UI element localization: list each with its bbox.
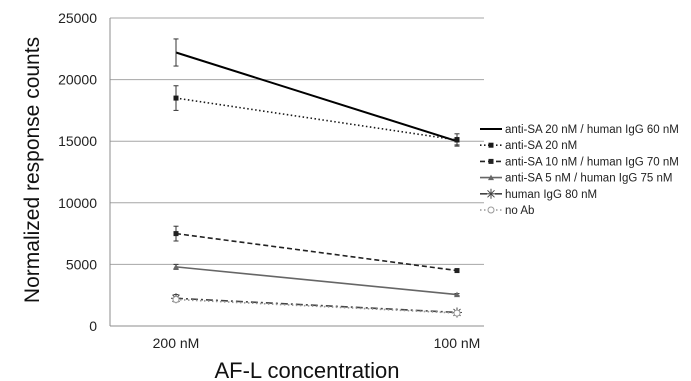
data-point xyxy=(172,296,180,304)
data-point xyxy=(453,309,461,317)
data-point xyxy=(454,291,460,298)
y-tick-labels: 0 5000 10000 15000 20000 25000 xyxy=(58,10,97,334)
legend: anti-SA 20 nM / human IgG 60 nM anti-SA 2… xyxy=(480,124,679,217)
series-line xyxy=(175,232,458,272)
y-axis-title: Normalized response counts xyxy=(21,37,44,303)
legend-entry: human IgG 80 nM xyxy=(480,188,597,201)
series-line xyxy=(175,266,458,296)
data-point xyxy=(173,95,179,101)
series-line xyxy=(175,97,458,141)
series-0 xyxy=(173,38,460,146)
legend-label: no Ab xyxy=(505,205,534,217)
x-tick-labels: 200 nM 100 nM xyxy=(153,335,481,351)
x-tick-label: 100 nM xyxy=(434,335,481,351)
axis-layer xyxy=(109,18,484,327)
data-point xyxy=(454,268,460,274)
series-line xyxy=(175,298,458,314)
legend-label: anti-SA 20 nM xyxy=(505,140,577,152)
grid-layer xyxy=(110,17,484,265)
legend-label: anti-SA 5 nM / human IgG 75 nM xyxy=(505,173,672,185)
series-2 xyxy=(173,225,460,274)
series-line xyxy=(175,51,458,143)
error-bar xyxy=(173,38,179,67)
legend-label: anti-SA 20 nM / human IgG 60 nM xyxy=(505,124,679,136)
series-4 xyxy=(171,293,462,318)
x-axis-title: AF-L concentration xyxy=(214,358,399,381)
y-tick-label: 20000 xyxy=(58,72,97,88)
legend-entry: anti-SA 10 nM / human IgG 70 nM xyxy=(480,156,679,168)
y-tick-label: 5000 xyxy=(66,256,97,272)
y-tick-label: 15000 xyxy=(58,133,97,149)
legend-entry: no Ab xyxy=(480,205,534,217)
legend-entry: anti-SA 20 nM / human IgG 60 nM xyxy=(480,124,679,136)
series-3 xyxy=(173,263,460,298)
legend-label: anti-SA 10 nM / human IgG 70 nM xyxy=(505,156,679,168)
data-point xyxy=(173,263,179,270)
legend-marker xyxy=(488,158,494,164)
legend-marker xyxy=(488,142,494,148)
y-tick-label: 25000 xyxy=(58,10,97,26)
data-point xyxy=(454,137,460,143)
legend-marker xyxy=(486,188,496,199)
legend-entry: anti-SA 20 nM xyxy=(480,140,577,152)
legend-marker xyxy=(487,206,495,214)
series-1 xyxy=(173,85,460,147)
legend-marker xyxy=(488,174,494,181)
series-line xyxy=(175,297,458,314)
legend-label: human IgG 80 nM xyxy=(505,189,597,201)
series-5 xyxy=(172,296,461,317)
y-tick-label: 0 xyxy=(89,318,97,334)
series-layer xyxy=(171,38,462,318)
data-point xyxy=(173,231,179,237)
legend-entry: anti-SA 5 nM / human IgG 75 nM xyxy=(480,173,672,185)
x-tick-label: 200 nM xyxy=(153,335,200,351)
y-tick-label: 10000 xyxy=(58,195,97,211)
